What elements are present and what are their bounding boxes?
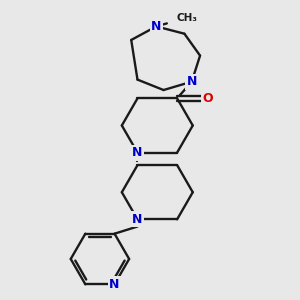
- Text: N: N: [132, 146, 143, 159]
- Text: N: N: [132, 213, 143, 226]
- Text: N: N: [110, 278, 120, 291]
- Text: O: O: [202, 92, 213, 105]
- Text: CH₃: CH₃: [176, 13, 197, 23]
- Text: N: N: [151, 20, 161, 33]
- Text: N: N: [187, 75, 197, 88]
